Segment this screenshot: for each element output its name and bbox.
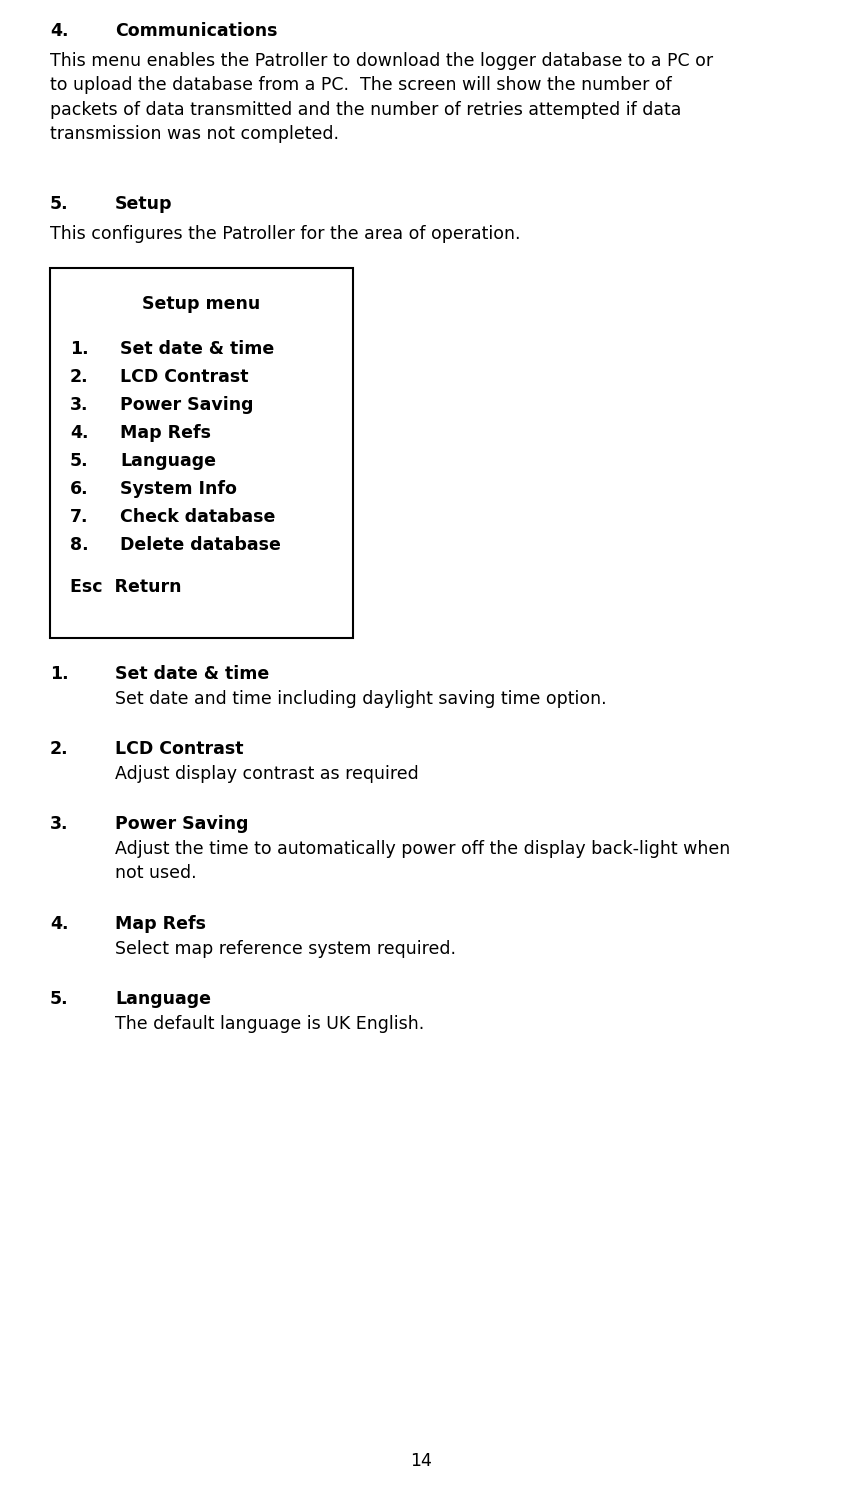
Text: The default language is UK English.: The default language is UK English.: [115, 1015, 424, 1033]
Text: Map Refs: Map Refs: [120, 424, 211, 442]
Text: Check database: Check database: [120, 508, 275, 526]
Text: Set date & time: Set date & time: [115, 666, 269, 683]
Bar: [50, 268, 353, 637]
Text: LCD Contrast: LCD Contrast: [120, 368, 248, 386]
Text: System Info: System Info: [120, 479, 237, 497]
Text: Language: Language: [120, 453, 216, 471]
Text: Esc  Return: Esc Return: [70, 578, 182, 596]
Text: 3.: 3.: [70, 396, 88, 414]
Text: Set date & time: Set date & time: [120, 339, 274, 357]
Text: Power Saving: Power Saving: [115, 814, 248, 832]
Text: Language: Language: [115, 990, 211, 1008]
Text: 5.: 5.: [70, 453, 88, 471]
Text: 7.: 7.: [70, 508, 88, 526]
Text: 4.: 4.: [70, 424, 88, 442]
Text: 3.: 3.: [50, 814, 68, 832]
Text: 2.: 2.: [70, 368, 88, 386]
Text: Adjust the time to automatically power off the display back-light when
not used.: Adjust the time to automatically power o…: [115, 840, 730, 883]
Text: 1.: 1.: [50, 666, 69, 683]
Text: This configures the Patroller for the area of operation.: This configures the Patroller for the ar…: [50, 225, 520, 243]
Text: Map Refs: Map Refs: [115, 916, 206, 934]
Text: LCD Contrast: LCD Contrast: [115, 740, 243, 758]
Text: 14: 14: [410, 1452, 432, 1470]
Text: Setup: Setup: [115, 195, 173, 213]
Text: Adjust display contrast as required: Adjust display contrast as required: [115, 765, 418, 783]
Text: Delete database: Delete database: [120, 536, 281, 554]
Text: Power Saving: Power Saving: [120, 396, 253, 414]
Text: Select map reference system required.: Select map reference system required.: [115, 940, 456, 957]
Text: 6.: 6.: [70, 479, 88, 497]
Text: 8.: 8.: [70, 536, 88, 554]
Text: Setup menu: Setup menu: [142, 295, 261, 313]
Text: 4.: 4.: [50, 916, 68, 934]
Text: Communications: Communications: [115, 22, 278, 40]
Text: 5.: 5.: [50, 990, 69, 1008]
Text: 1.: 1.: [70, 339, 88, 357]
Text: Set date and time including daylight saving time option.: Set date and time including daylight sav…: [115, 689, 606, 707]
Text: 5.: 5.: [50, 195, 69, 213]
Text: 4.: 4.: [50, 22, 68, 40]
Text: 2.: 2.: [50, 740, 69, 758]
Text: This menu enables the Patroller to download the logger database to a PC or
to up: This menu enables the Patroller to downl…: [50, 52, 713, 143]
